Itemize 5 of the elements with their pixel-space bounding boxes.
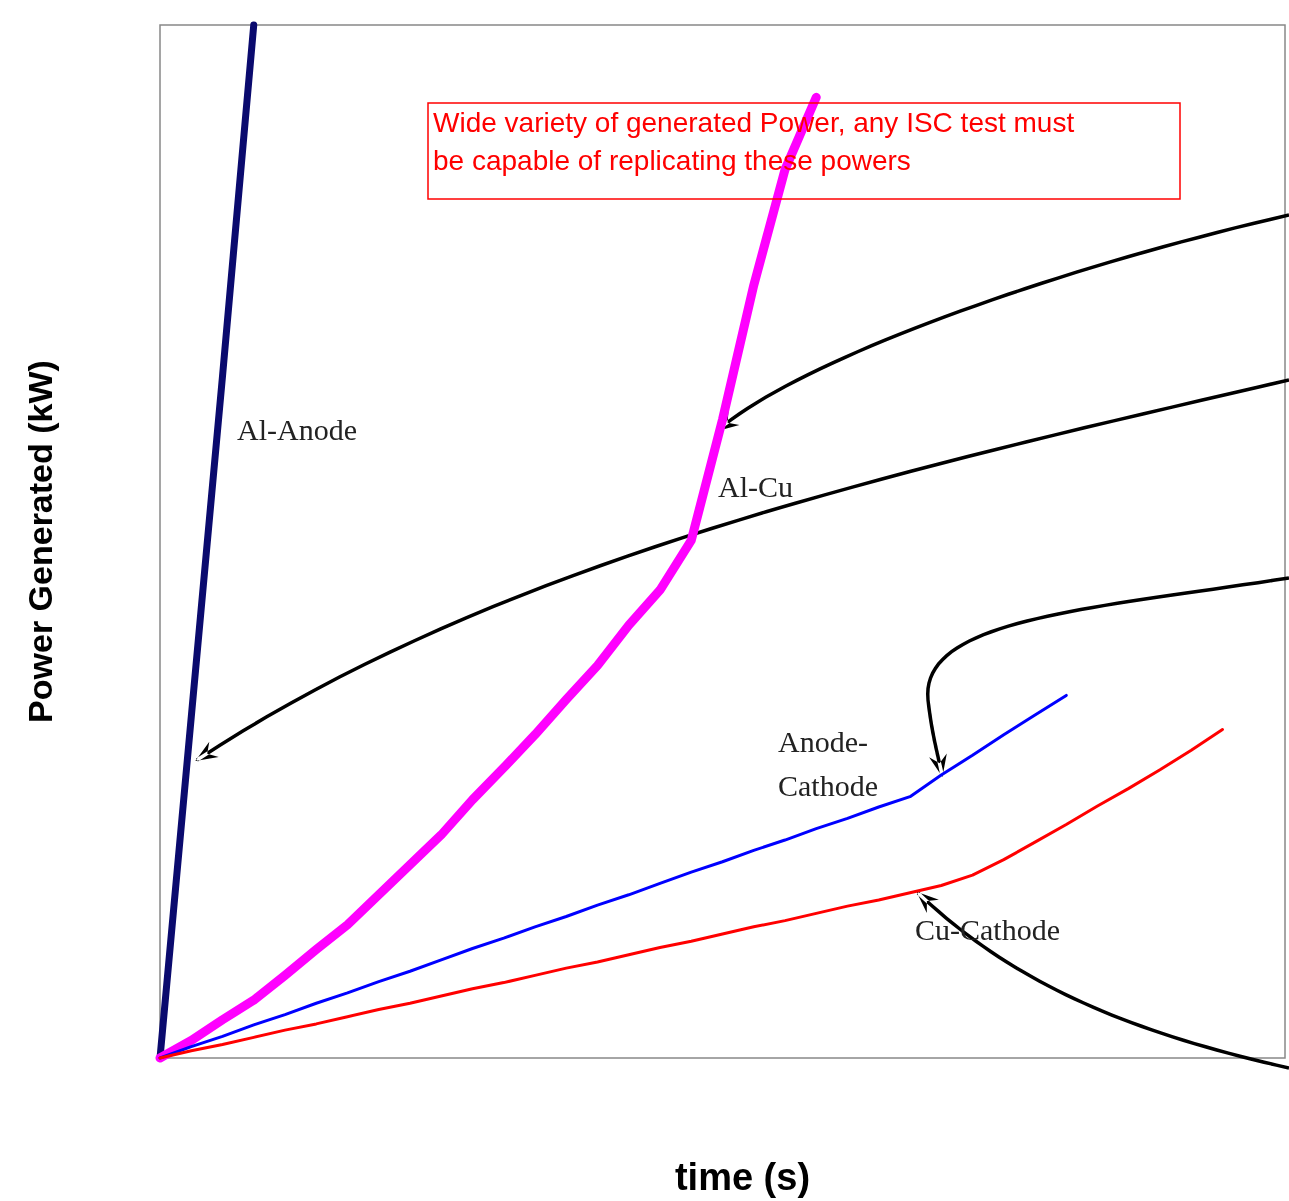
series-label: Al-Anode: [237, 413, 357, 446]
series-label: Al-Cu: [718, 470, 793, 503]
series-label: Anode-Cathode: [778, 725, 878, 802]
x-axis-title: time (s): [674, 1156, 811, 1198]
y-axis-title: Power Generated (kW): [21, 360, 59, 723]
